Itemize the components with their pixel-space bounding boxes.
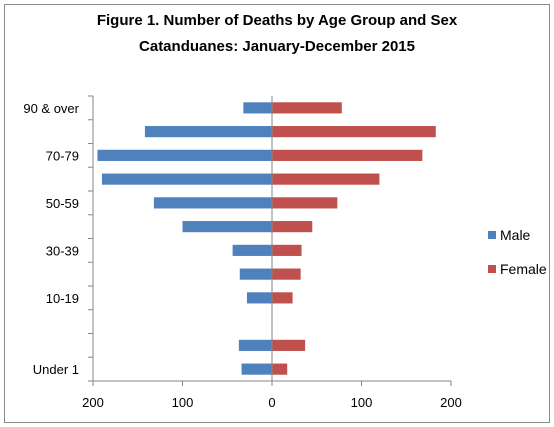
bar-male-1-4 — [238, 339, 272, 351]
bar-male-20-29 — [239, 268, 272, 280]
bar-male-50-59 — [153, 197, 272, 209]
bar-male-under-1 — [241, 363, 272, 375]
bar-female-40-49 — [272, 221, 313, 233]
x-tick-label: 200 — [440, 395, 462, 410]
legend-swatch-male — [488, 231, 496, 239]
bar-female-90-over — [272, 102, 342, 114]
bar-male-70-79 — [97, 149, 272, 161]
bar-male-40-49 — [182, 221, 272, 233]
y-tick-label: Under 1 — [33, 362, 79, 377]
bar-female-under-1 — [272, 363, 288, 375]
x-tick-label: 0 — [268, 395, 275, 410]
x-tick-label: 100 — [172, 395, 194, 410]
bar-female-70-79 — [272, 149, 423, 161]
chart-subtitle: Catanduanes: January-December 2015 — [139, 38, 415, 55]
bar-male-90-over — [243, 102, 272, 114]
bar-female-1-4 — [272, 339, 306, 351]
bar-female-30-39 — [272, 244, 302, 256]
chart-title: Figure 1. Number of Deaths by Age Group … — [96, 12, 458, 29]
bar-female-10-19 — [272, 292, 293, 304]
legend-swatch-female — [488, 265, 496, 273]
bar-female-60-69 — [272, 173, 380, 185]
legend-label-female: Female — [500, 261, 547, 277]
bar-male-30-39 — [232, 244, 272, 256]
y-tick-label: 50-59 — [46, 196, 79, 211]
bar-female-50-59 — [272, 197, 338, 209]
legend-label-male: Male — [500, 227, 531, 243]
bar-female-20-29 — [272, 268, 301, 280]
bar-male-10-19 — [246, 292, 272, 304]
y-tick-label: 70-79 — [46, 148, 79, 163]
bar-male-80-89 — [144, 126, 272, 138]
x-tick-label: 200 — [82, 395, 104, 410]
bar-male-60-69 — [101, 173, 272, 185]
y-tick-label: 10-19 — [46, 291, 79, 306]
x-tick-label: 100 — [351, 395, 373, 410]
bar-female-80-89 — [272, 126, 436, 138]
chart-frame — [4, 4, 550, 423]
y-tick-label: 90 & over — [23, 101, 79, 116]
y-tick-label: 30-39 — [46, 243, 79, 258]
